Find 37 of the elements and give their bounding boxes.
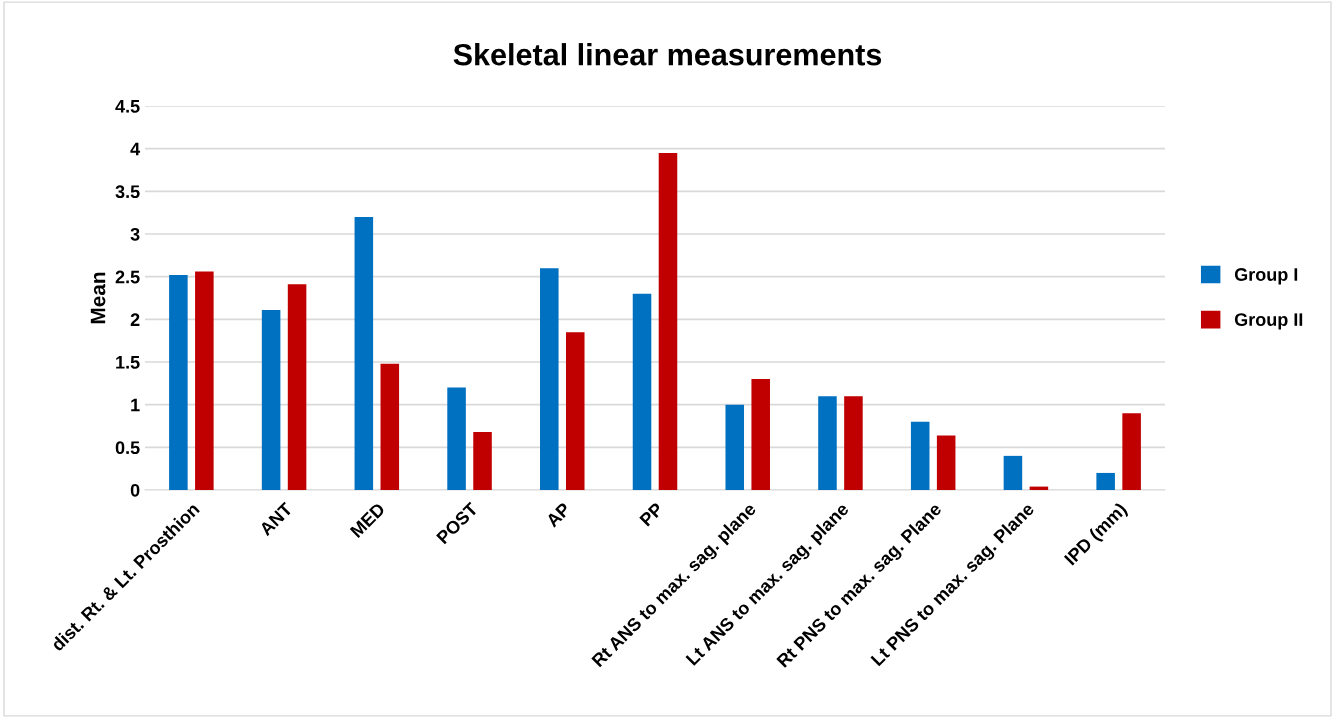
bar [195,271,214,490]
bar [287,284,307,490]
y-axis-title: Mean [90,272,106,324]
y-tick-label: 1 [131,398,140,412]
bar [169,274,188,490]
bar [936,435,956,490]
bar [354,216,374,490]
y-tick-label: 2.5 [115,270,140,284]
bar [658,152,678,490]
bar [447,387,466,490]
bar [725,404,745,490]
y-tick-label: 4 [130,142,141,156]
legend-label: Group II [1234,313,1303,330]
bar [473,431,492,490]
y-tick-label: 3 [130,227,140,241]
y-tick-label: 4.5 [115,100,140,113]
bar [818,396,837,490]
chart-title: Skeletal linear measurements [453,43,882,66]
bar [1122,413,1141,490]
bar [540,268,559,490]
x-tick-label: PP [639,502,664,527]
legend-label: Group I [1234,268,1298,285]
y-tick-label: 0 [130,483,140,497]
y-tick-label: 1.5 [116,356,140,369]
y-tick-label: 2 [130,313,140,326]
bar [1003,455,1023,490]
bar [565,332,585,490]
bar [844,396,863,490]
y-tick-label: 0.5 [115,441,140,455]
bar [261,309,281,490]
x-tick-label: AP [545,502,572,528]
bar [910,421,930,490]
bar [1096,472,1115,490]
bar [380,363,400,490]
bar [632,293,652,490]
bar [751,379,770,490]
y-tick-label: 3.5 [115,185,140,199]
